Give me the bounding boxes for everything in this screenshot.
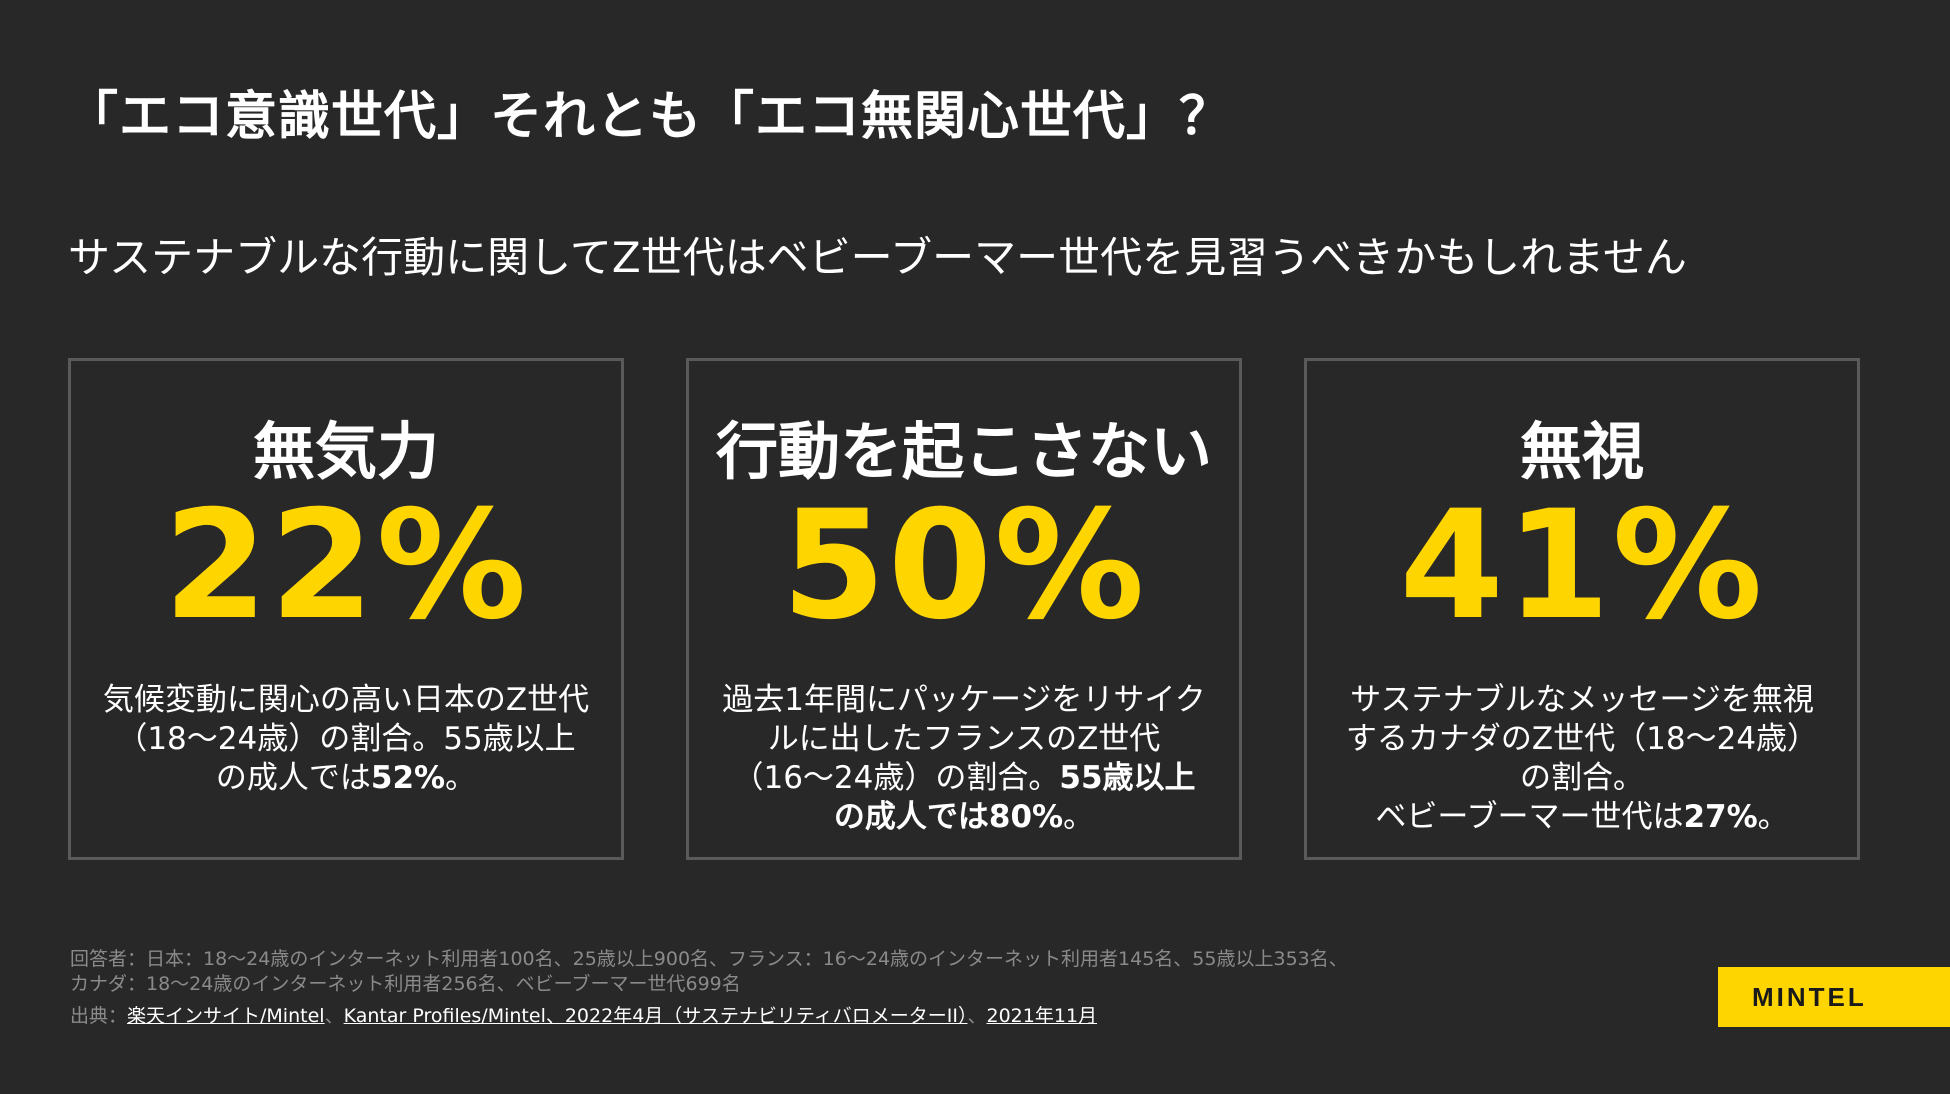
- card-description-highlight: 52%: [370, 760, 446, 796]
- source-separator: 、: [324, 1005, 344, 1027]
- page-title: 「エコ意識世代」それとも「エコ無関心世代」？: [66, 87, 1233, 147]
- mintel-logo: MINTEL: [1718, 967, 1950, 1027]
- source-prefix: 出典：: [70, 1005, 128, 1027]
- card-description-text: 過去1年間にパッケージをリサイクルに出したフランスのZ世代（16〜24歳）の割合…: [722, 682, 1206, 796]
- source-separator: 、: [967, 1005, 987, 1027]
- footnote-source: 出典：楽天インサイト/Mintel、Kantar Profiles/Mintel…: [70, 1001, 1097, 1028]
- card-description: 気候変動に関心の高い日本のZ世代（18〜24歳）の割合。55歳以上の成人では52…: [101, 681, 591, 798]
- card-description: サステナブルなメッセージを無視するカナダのZ世代（18〜24歳）の割合。 ベビーブ…: [1337, 681, 1827, 837]
- source-link-date[interactable]: 2021年11月: [986, 1005, 1098, 1027]
- card-description-tail: 。: [1063, 799, 1095, 835]
- page-subtitle: サステナブルな行動に関してZ世代はベビーブーマー世代を見習うべきかもしれません: [68, 233, 1687, 282]
- card-label: 行動を起こさない: [715, 415, 1212, 488]
- stat-card-inaction: 行動を起こさない 50% 過去1年間にパッケージをリサイクルに出したフランスのZ…: [686, 358, 1242, 860]
- card-description-text: 気候変動に関心の高い日本のZ世代（18〜24歳）の割合。55歳以上の成人では: [102, 682, 590, 796]
- card-stat-value: 50%: [781, 479, 1147, 653]
- stat-card-ignore: 無視 41% サステナブルなメッセージを無視するカナダのZ世代（18〜24歳）の…: [1304, 358, 1860, 860]
- card-description-line2: ベビーブーマー世代は: [1375, 799, 1684, 835]
- card-description-text: サステナブルなメッセージを無視するカナダのZ世代（18〜24歳）の割合。: [1345, 682, 1819, 796]
- card-stat-value: 22%: [163, 479, 529, 653]
- card-description-tail: 。: [1757, 799, 1789, 835]
- card-label: 無視: [1519, 415, 1644, 488]
- card-label: 無気力: [252, 415, 439, 488]
- source-link-rakuten[interactable]: 楽天インサイト/Mintel: [127, 1005, 325, 1027]
- card-stat-value: 41%: [1399, 479, 1765, 653]
- card-description-tail: 。: [445, 760, 477, 796]
- footnote-respondents: 回答者：日本：18〜24歳のインターネット利用者100名、25歳以上900名、フ…: [70, 948, 1348, 970]
- source-link-kantar[interactable]: Kantar Profiles/Mintel、2022年4月（サステナビリティバ…: [343, 1005, 968, 1027]
- card-description-highlight: 27%: [1683, 799, 1758, 835]
- stat-card-apathy: 無気力 22% 気候変動に関心の高い日本のZ世代（18〜24歳）の割合。55歳以…: [68, 358, 624, 860]
- footnote-respondents-cont: カナダ：18〜24歳のインターネット利用者256名、ベビーブーマー世代699名: [70, 973, 741, 995]
- card-description: 過去1年間にパッケージをリサイクルに出したフランスのZ世代（16〜24歳）の割合…: [719, 681, 1209, 837]
- card-description-highlight: 55歳以上の成人では80%: [833, 760, 1196, 835]
